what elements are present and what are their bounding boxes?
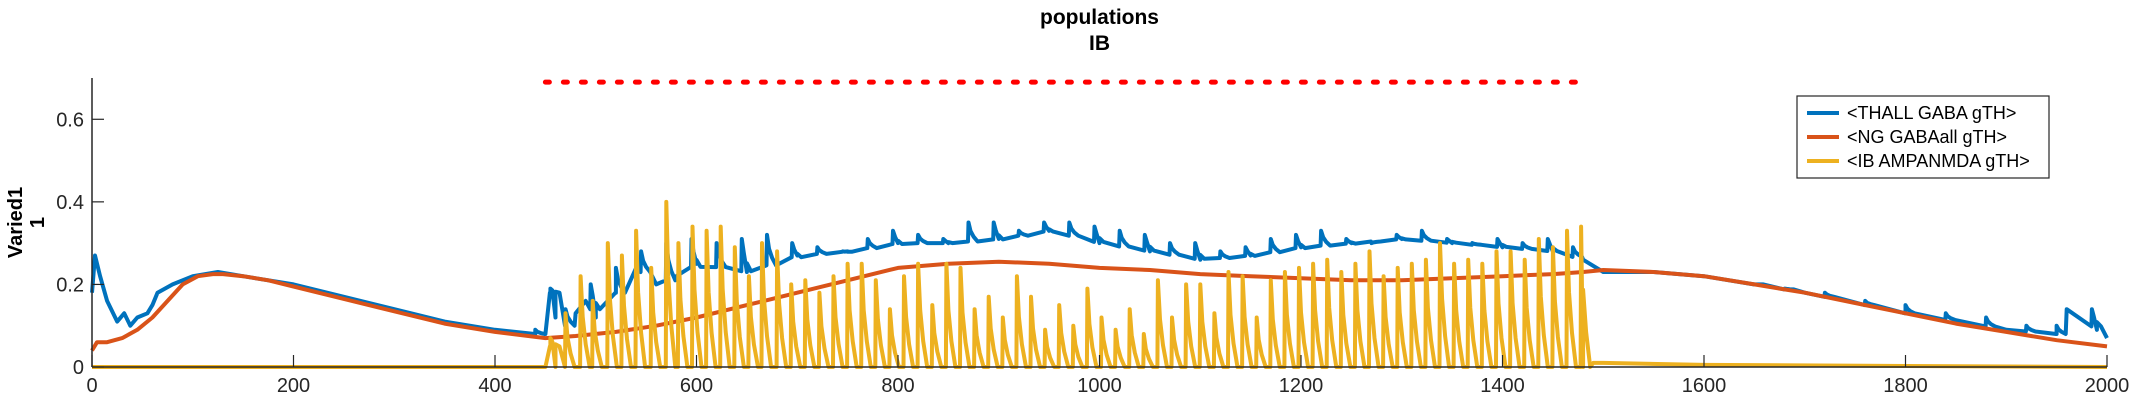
legend-entry: <NG GABAall gTH> [1847, 127, 2007, 147]
y-axis-label-line: Varied1 [5, 187, 27, 258]
x-tick-label: 1000 [1077, 375, 1122, 397]
y-tick-label: 0.2 [56, 274, 84, 296]
x-tick-label: 0 [86, 375, 97, 397]
series-line [90, 259, 2108, 352]
x-tick-label: 400 [478, 375, 511, 397]
y-tick-label: 0 [73, 357, 84, 379]
x-tick-label: 2000 [2085, 375, 2130, 397]
legend: <THALL GABA gTH> <NG GABAall gTH> <IB AMPA… [1796, 95, 2050, 179]
x-tick-label: 200 [277, 375, 310, 397]
legend-entry: <IB AMPANMDA gTH> [1847, 151, 2030, 171]
series-1 [90, 259, 2108, 352]
x-tick-label: 1800 [1883, 375, 1928, 397]
chart-title: populations IB [1040, 6, 1159, 55]
y-tick-label: 0.6 [56, 109, 84, 131]
y-axis-label-line: 1 [27, 217, 49, 228]
legend-entry: <THALL GABA gTH> [1847, 103, 2016, 123]
axes: 0 200 400 600 800 1000 1200 1400 1600 1800 2000 0 0.… [56, 78, 2129, 397]
x-tick-label: 600 [680, 375, 713, 397]
x-tick-label: 800 [881, 375, 914, 397]
x-tick-label: 1600 [1682, 375, 1727, 397]
y-tick-label: 0.4 [56, 192, 84, 214]
x-tick-label: 1400 [1480, 375, 1525, 397]
x-tick-label: 1200 [1279, 375, 1324, 397]
y-axis-label: Varied1 1 [5, 187, 49, 258]
chart-title-line: populations [1040, 6, 1159, 29]
chart-title-line: IB [1089, 32, 1110, 55]
